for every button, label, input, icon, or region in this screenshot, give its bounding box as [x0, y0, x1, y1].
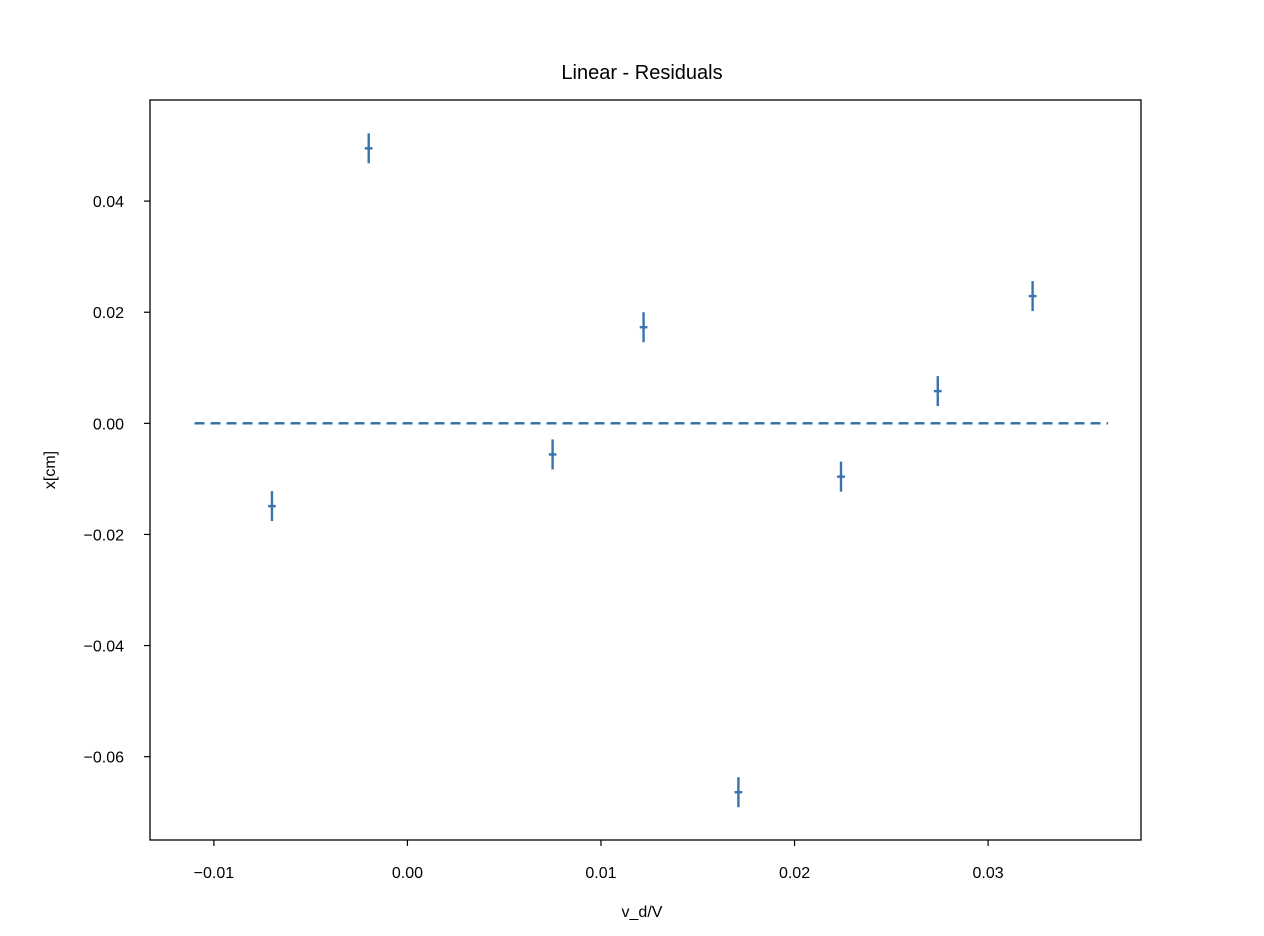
- y-tick-label: −0.04: [84, 639, 125, 656]
- data-point: [837, 461, 845, 492]
- x-tick-label: 0.01: [585, 865, 616, 882]
- y-axis-ticks: −0.06 −0.04 −0.02 0.00 0.02 0.04: [84, 194, 150, 767]
- data-points: [268, 133, 1037, 808]
- x-tick-label: 0.03: [973, 865, 1004, 882]
- data-point: [364, 133, 373, 164]
- data-point: [933, 376, 942, 407]
- x-axis-ticks: −0.01 0.00 0.01 0.02 0.03: [194, 840, 1004, 882]
- x-axis-label: v_d/V: [622, 904, 663, 921]
- data-point: [639, 312, 648, 343]
- chart-title: Linear - Residuals: [561, 62, 722, 84]
- data-point: [1028, 281, 1037, 312]
- y-tick-label: −0.06: [84, 750, 125, 767]
- y-tick-label: 0.02: [93, 305, 124, 322]
- y-tick-label: −0.02: [84, 527, 125, 544]
- data-point: [734, 777, 743, 808]
- data-point: [548, 439, 557, 470]
- x-tick-label: 0.02: [779, 865, 810, 882]
- y-axis-label: x[cm]: [42, 451, 59, 489]
- x-tick-label: −0.01: [194, 865, 235, 882]
- y-tick-label: 0.00: [93, 416, 124, 433]
- plot-frame: [149, 99, 1142, 841]
- y-tick-label: 0.04: [93, 194, 124, 211]
- data-point: [268, 491, 276, 522]
- x-tick-label: 0.00: [392, 865, 423, 882]
